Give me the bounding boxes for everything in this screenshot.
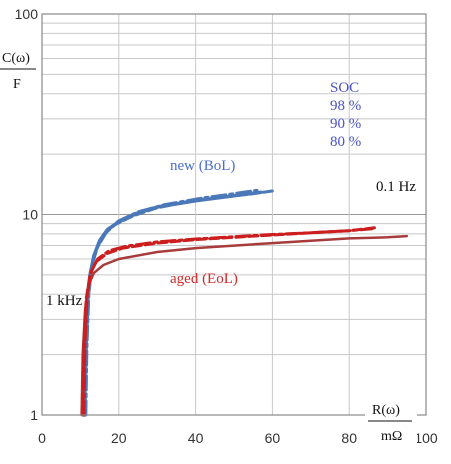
tick-labels: 0 20 40 60 80 100 1 10 100 — [15, 6, 438, 446]
legend: SOC 98 % 90 % 80 % — [330, 80, 361, 150]
x-tick-label: 40 — [188, 430, 204, 446]
annotation-high-frequency: 1 kHz — [46, 293, 83, 309]
x-tick-label: 80 — [341, 430, 357, 446]
y-tick-label: 100 — [15, 6, 39, 22]
legend-entry: 98 % — [330, 98, 361, 114]
x-tick-label: 100 — [414, 430, 438, 446]
series-line-aged-solid — [80, 234, 409, 417]
x-axis-label-background — [365, 398, 417, 446]
legend-entry: 80 % — [330, 134, 361, 150]
x-tick-label: 0 — [38, 430, 46, 446]
y-tick-label: 1 — [30, 407, 38, 423]
y-axis-label-numerator: C(ω) — [2, 51, 30, 66]
y-axis-label-denominator: F — [13, 77, 21, 92]
x-axis-label-numerator: R(ω) — [372, 403, 400, 418]
series-group — [80, 188, 409, 417]
x-axis-label-denominator: mΩ — [381, 429, 402, 444]
x-tick-label: 20 — [111, 430, 127, 446]
series-line-aged-dashed — [81, 226, 378, 417]
legend-entry: 90 % — [330, 116, 361, 132]
annotation-aged: aged (EoL) — [170, 271, 238, 287]
annotation-new: new (BoL) — [170, 158, 235, 174]
series-line-aged-dashdot — [82, 227, 374, 417]
grid — [41, 13, 427, 416]
legend-title: SOC — [330, 80, 359, 96]
x-tick-label: 60 — [265, 430, 281, 446]
y-tick-label: 10 — [22, 207, 38, 223]
annotation-low-frequency: 0.1 Hz — [376, 179, 416, 195]
series-line-new-dashdot — [84, 188, 259, 417]
series-line-new-dashed — [83, 189, 274, 417]
plot-frame — [41, 13, 427, 416]
series-line-new-solid — [82, 190, 263, 417]
